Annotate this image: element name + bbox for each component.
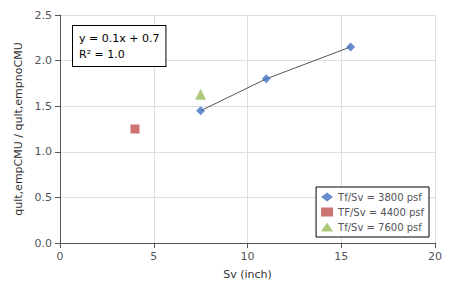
svg-text:y = 0.1x + 0.7: y = 0.1x + 0.7 [79,32,159,45]
svg-text:2.0: 2.0 [35,54,53,67]
svg-text:Tf/Sv = 7600 psf: Tf/Sv = 7600 psf [337,222,422,233]
svg-text:2.5: 2.5 [35,9,53,22]
svg-text:1.0: 1.0 [35,145,53,158]
svg-text:qult,empCMU / qult,empnoCMU: qult,empCMU / qult,empnoCMU [12,42,25,215]
svg-text:0.0: 0.0 [35,237,53,250]
svg-text:5: 5 [150,250,157,263]
svg-text:0: 0 [57,250,64,263]
svg-text:R² = 1.0: R² = 1.0 [79,48,125,61]
svg-text:10: 10 [241,250,255,263]
svg-text:TF/Sv = 4400 psf: TF/Sv = 4400 psf [337,207,424,218]
svg-text:Tf/Sv = 3800 psf: Tf/Sv = 3800 psf [337,192,422,203]
svg-text:Sv (inch): Sv (inch) [223,268,272,281]
svg-text:20: 20 [428,250,442,263]
svg-text:1.5: 1.5 [35,100,53,113]
svg-text:15: 15 [334,250,348,263]
svg-text:0.5: 0.5 [35,191,53,204]
